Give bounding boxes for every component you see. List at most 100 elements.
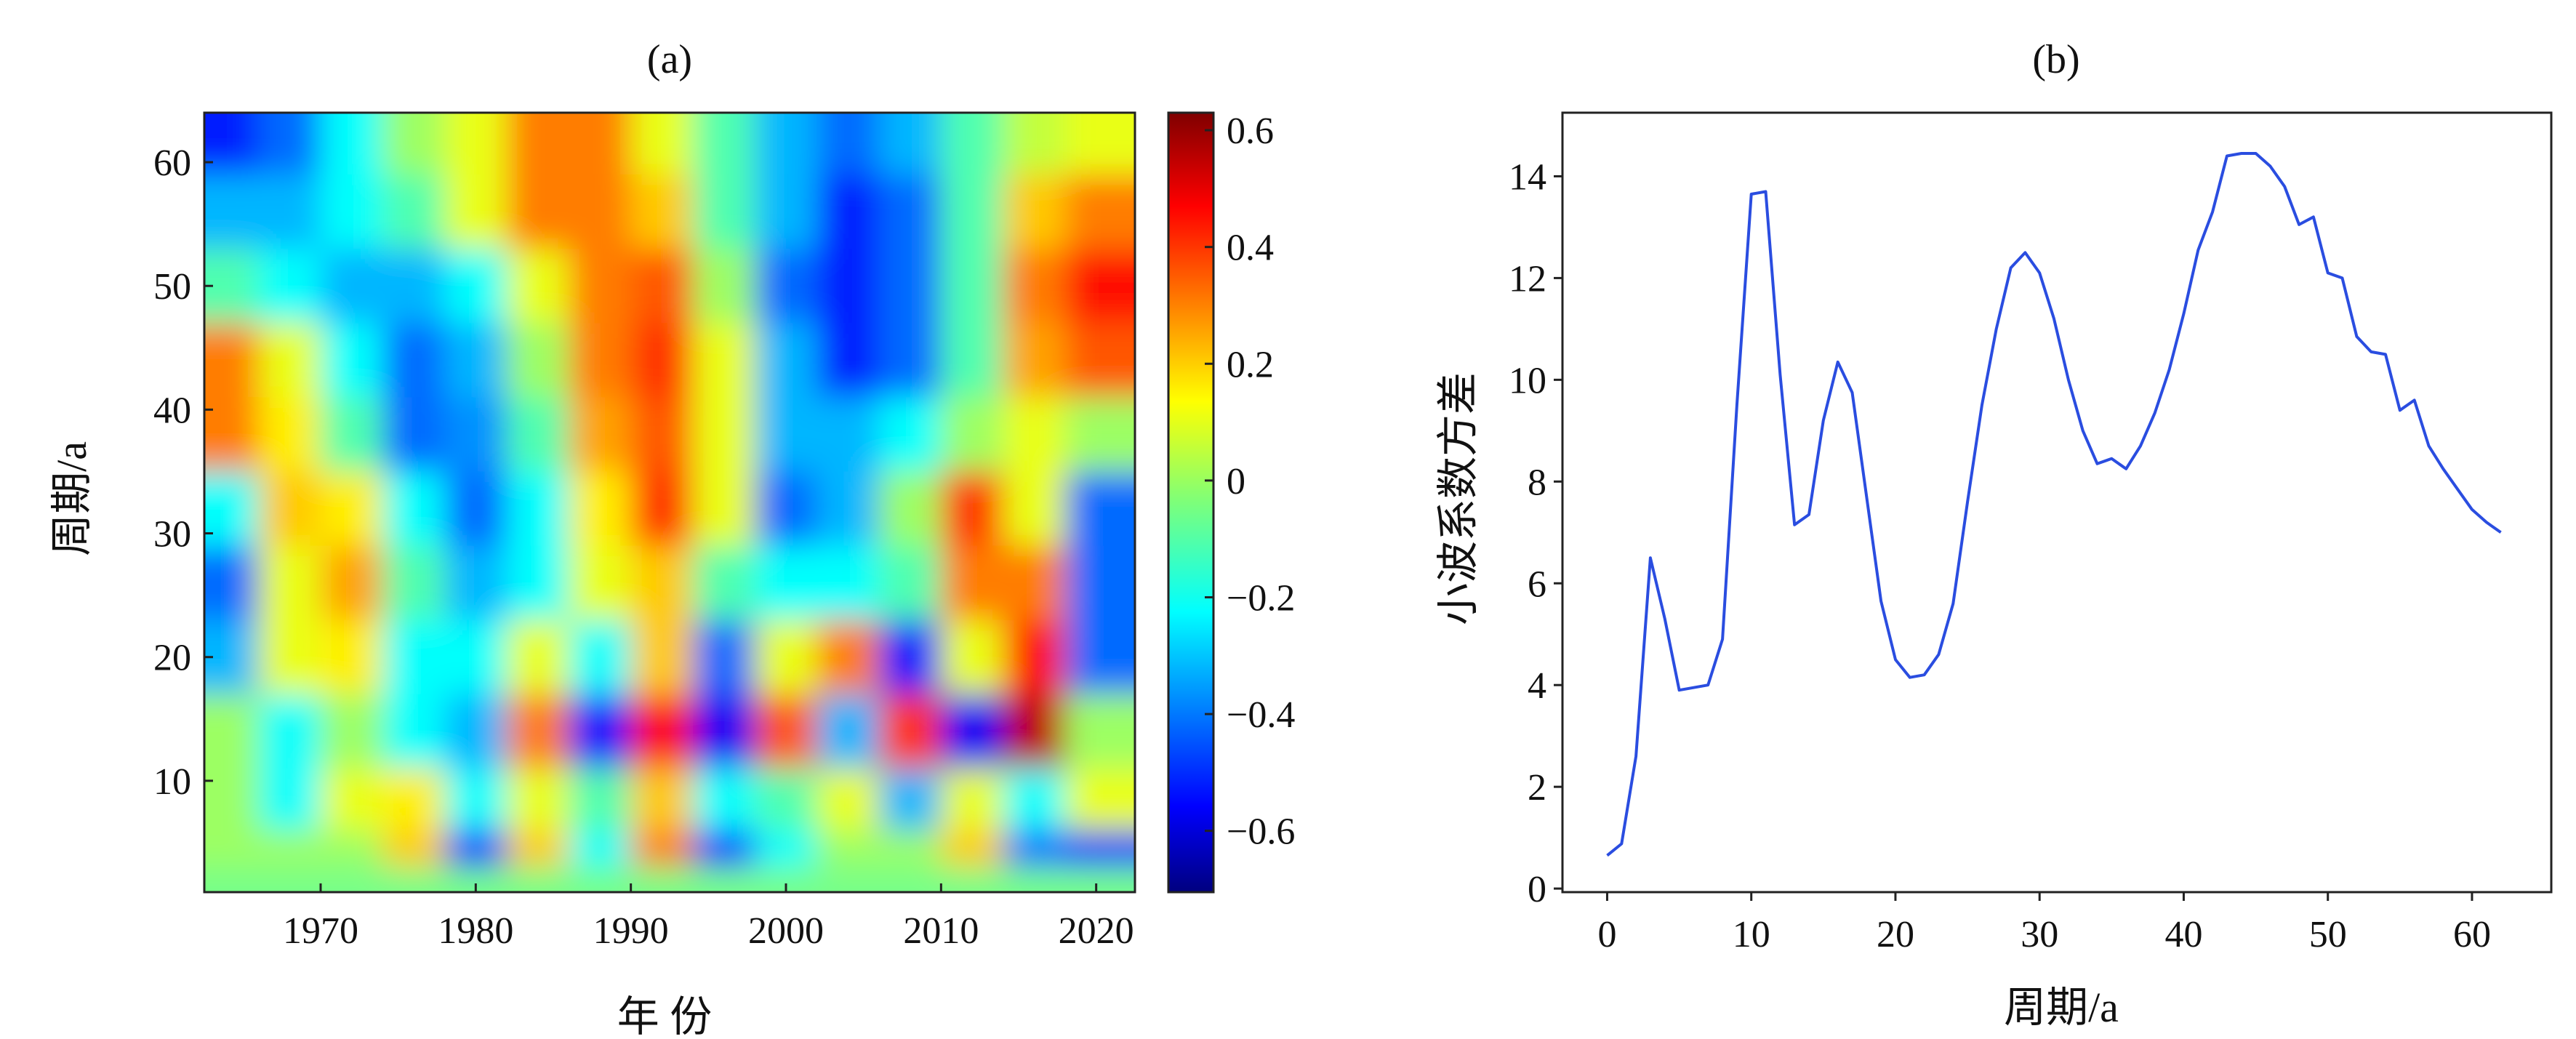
heatmap-cell: [816, 694, 880, 769]
heatmap-cell: [321, 830, 384, 868]
heatmap-cell: [569, 113, 632, 176]
heatmap-cell: [1065, 619, 1135, 695]
heatmap-cell: [258, 768, 321, 831]
heatmap-cell: [693, 323, 756, 398]
y-tick-label: 14: [1509, 156, 1546, 198]
heatmap-cell: [382, 619, 446, 695]
heatmap-cell: [204, 471, 260, 547]
heatmap-cell: [1065, 249, 1135, 324]
heatmap-cell: [816, 113, 880, 176]
heatmap-cell: [755, 113, 818, 176]
heatmap-cell: [816, 174, 880, 250]
heatmap-cell: [693, 768, 756, 831]
heatmap-cell: [630, 397, 694, 473]
heatmap-cell: [569, 323, 632, 398]
heatmap-cell: [569, 174, 632, 250]
heatmap-cell: [321, 397, 384, 473]
heatmap-cell: [693, 113, 756, 176]
heatmap-cell: [444, 249, 507, 324]
heatmap-cell: [507, 397, 570, 473]
x-tick-label: 1990: [593, 910, 669, 952]
heatmap-field: [204, 113, 1135, 892]
heatmap-cell: [444, 471, 507, 547]
heatmap-cell: [879, 694, 942, 769]
heatmap-cell: [630, 830, 694, 868]
heatmap-cell: [507, 768, 570, 831]
heatmap-cell: [444, 694, 507, 769]
colorbar-tick-label: 0: [1227, 461, 1245, 502]
colorbar-tick-label: −0.6: [1227, 811, 1295, 853]
y-tick-label: 10: [1509, 360, 1546, 401]
heatmap-cell: [444, 323, 507, 398]
heatmap-cell: [321, 323, 384, 398]
heatmap-cell: [941, 694, 1004, 769]
heatmap-cell: [755, 397, 818, 473]
heatmap-cell: [630, 323, 694, 398]
colorbar: [1167, 111, 1215, 894]
heatmap-cell: [382, 867, 446, 892]
heatmap-cell: [444, 619, 507, 695]
heatmap-cell: [816, 768, 880, 831]
heatmap-cells: [204, 113, 1135, 892]
x-tick-label: 2010: [903, 910, 979, 952]
heatmap-cell: [204, 323, 260, 398]
x-tick-label: 50: [2309, 914, 2347, 955]
panel-a-x-label: 年 份: [617, 993, 713, 1035]
heatmap-cell: [444, 174, 507, 250]
heatmap-cell: [1003, 694, 1066, 769]
heatmap-cell: [1065, 471, 1135, 547]
heatmap-cell: [382, 694, 446, 769]
heatmap-cell: [755, 323, 818, 398]
heatmap-cell: [879, 830, 942, 868]
heatmap-cell: [1003, 249, 1066, 324]
panel-b-title: (b): [2032, 37, 2079, 82]
heatmap-cell: [204, 174, 260, 250]
heatmap-cell: [444, 830, 507, 868]
panel-b-y-ticks: 0 2 4 6 8 10 12 14: [1509, 156, 1562, 910]
heatmap-cell: [1003, 471, 1066, 547]
heatmap-cell: [507, 830, 570, 868]
heatmap-cell: [382, 249, 446, 324]
heatmap-cell: [941, 867, 1004, 892]
heatmap-cell: [693, 830, 756, 868]
heatmap-cell: [755, 830, 818, 868]
panel-b-y-label: 小波系数方差: [1435, 372, 1482, 625]
heatmap-cell: [879, 545, 942, 621]
heatmap-cell: [444, 113, 507, 176]
y-tick-label: 6: [1528, 563, 1546, 605]
heatmap-cell: [507, 174, 570, 250]
panel-a-frame: [203, 111, 1136, 894]
heatmap-cell: [693, 694, 756, 769]
y-tick-label: 60: [153, 143, 191, 184]
y-tick-label: 20: [153, 638, 191, 679]
x-tick-label: 20: [1877, 914, 1914, 955]
heatmap-cell: [258, 174, 321, 250]
heatmap-cell: [755, 174, 818, 250]
heatmap-cell: [693, 397, 756, 473]
heatmap-cell: [382, 545, 446, 621]
heatmap-cell: [382, 768, 446, 831]
heatmap-cell: [258, 323, 321, 398]
panel-b-x-label: 周期/a: [2004, 984, 2119, 1031]
heatmap-cell: [630, 867, 694, 892]
y-tick-label: 2: [1528, 767, 1546, 809]
heatmap-cell: [755, 471, 818, 547]
heatmap-cell: [879, 323, 942, 398]
panel-a-x-ticks: 1970 1980 1990 2000 2010 2020: [283, 883, 1134, 952]
y-tick-label: 10: [153, 761, 191, 803]
heatmap-cell: [630, 694, 694, 769]
heatmap-cell: [569, 867, 632, 892]
heatmap-cell: [569, 830, 632, 868]
heatmap-cell: [1065, 113, 1135, 176]
heatmap-cell: [1003, 619, 1066, 695]
x-tick-label: 1970: [283, 910, 358, 952]
heatmap-cell: [879, 471, 942, 547]
heatmap-cell: [630, 768, 694, 831]
panel-b: (b) 0 10 20 30 40 50 60 0 2 4 6 8 10 12 14 周期/a 小波系数方…: [1435, 37, 2553, 1031]
heatmap-cell: [1065, 545, 1135, 621]
heatmap-cell: [816, 323, 880, 398]
heatmap-cell: [941, 113, 1004, 176]
heatmap-cell: [258, 694, 321, 769]
heatmap-cell: [816, 249, 880, 324]
y-tick-label: 8: [1528, 462, 1546, 503]
